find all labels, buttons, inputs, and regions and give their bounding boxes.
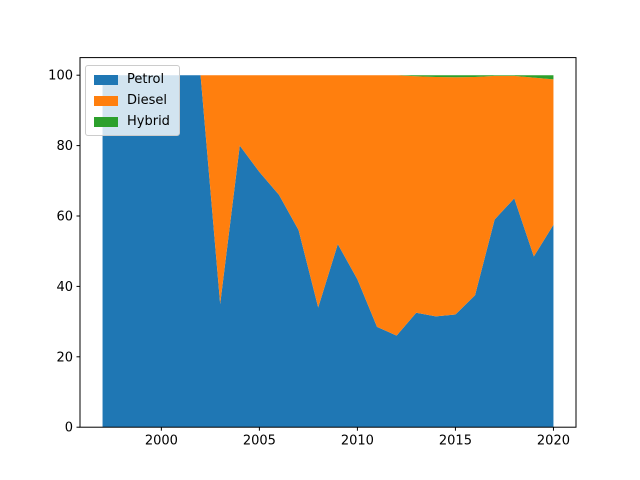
legend-row-diesel: Diesel: [94, 92, 170, 109]
legend-swatch-diesel: [94, 95, 118, 106]
x-tick-label: 2000: [145, 434, 178, 449]
legend-label-petrol: Petrol: [127, 72, 165, 87]
y-tick-label: 40: [56, 280, 73, 295]
x-tick-label: 2010: [341, 434, 374, 449]
area-diesel: [102, 75, 554, 336]
legend-swatch-hybrid: [94, 116, 118, 127]
legend-swatch-petrol: [94, 74, 118, 85]
legend-label-hybrid: Hybrid: [127, 114, 170, 129]
stacked-areas: [102, 75, 554, 428]
area-hybrid: [102, 75, 554, 80]
legend: Petrol Diesel Hybrid: [85, 65, 180, 136]
x-tick-label: 2020: [537, 434, 570, 449]
y-tick-label: 100: [48, 69, 73, 84]
axes-spines: [79, 57, 577, 428]
y-tick-label: 80: [56, 139, 73, 154]
y-tick-label: 20: [56, 350, 73, 365]
legend-row-hybrid: Hybrid: [94, 113, 170, 130]
legend-row-petrol: Petrol: [94, 71, 170, 88]
x-tick-label: 2015: [439, 434, 472, 449]
y-tick-label: 60: [56, 210, 73, 225]
area-petrol: [102, 75, 554, 428]
x-tick-label: 2005: [243, 434, 276, 449]
legend-label-diesel: Diesel: [127, 93, 168, 108]
axes: 2000 2005 2010 2015 2020 0 20 40 60 80 100: [48, 57, 577, 449]
y-tick-label: 0: [65, 421, 73, 436]
